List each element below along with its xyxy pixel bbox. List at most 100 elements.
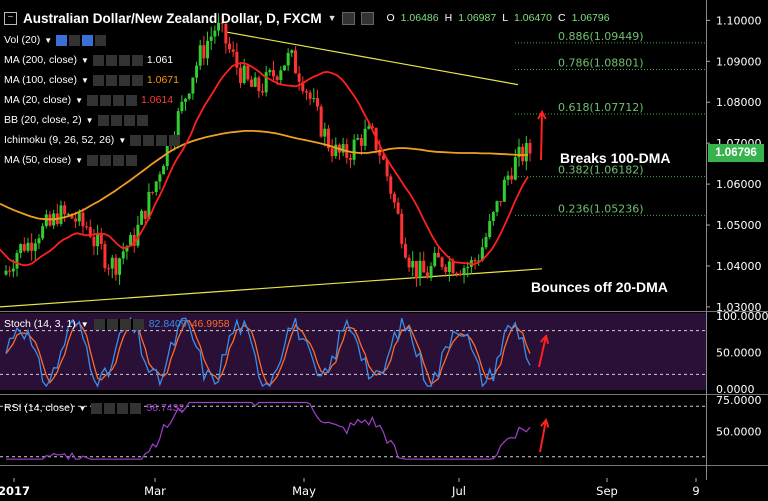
candle-body (250, 79, 254, 87)
candle-body (473, 260, 477, 262)
price-tick-label: 1.03000 (716, 301, 762, 314)
rsi-label[interactable]: RSI (14, close) (4, 402, 74, 414)
candle-body (425, 272, 429, 279)
candle-body (253, 77, 257, 87)
chevron-down-icon[interactable]: ▼ (80, 75, 89, 85)
chevron-down-icon[interactable]: ▼ (75, 155, 84, 165)
candle-body (202, 45, 206, 59)
settings-icon[interactable] (342, 11, 356, 25)
time-tick-label: 2017 (0, 484, 30, 498)
candle-body (524, 143, 528, 162)
ohlc-high-value: 1.06987 (458, 12, 497, 24)
fib-level-label: 0.382(1.06182) (558, 164, 644, 177)
candle-body (81, 212, 85, 227)
candle-body (224, 23, 228, 44)
candle-body (88, 227, 92, 237)
candle-body (143, 210, 147, 219)
candle-body (517, 146, 521, 158)
ohlc-high-key: H (444, 12, 453, 24)
indicator-row[interactable]: Vol (20) ▼ (4, 30, 244, 50)
candle-body (147, 191, 151, 219)
indicator-controls-icon[interactable] (93, 318, 144, 330)
candle-body (513, 157, 517, 180)
chevron-down-icon[interactable]: ▼ (80, 319, 89, 329)
candle-body (455, 273, 459, 275)
candle-body (264, 72, 268, 93)
rsi-axis-label: 75.0000 (716, 394, 762, 407)
candle-body (125, 246, 129, 252)
time-tick-label: Mar (144, 484, 166, 498)
candle-body (239, 67, 243, 83)
indicator-controls-icon[interactable] (92, 54, 143, 66)
candle-body (136, 224, 140, 246)
candle-body (352, 139, 356, 160)
candle-body (44, 214, 48, 227)
candle-body (213, 30, 217, 37)
indicator-legend: Vol (20) ▼ MA (200, close) ▼ 1.061 MA (1… (4, 30, 244, 170)
candle-body (228, 43, 232, 50)
chevron-down-icon[interactable]: ▼ (75, 95, 84, 105)
candle-body (114, 257, 118, 275)
collapse-icon[interactable]: − (4, 11, 17, 25)
ma100-line (0, 129, 528, 221)
candle-body (359, 138, 363, 146)
indicator-row[interactable]: MA (100, close) ▼ 1.0671 (4, 70, 244, 90)
candle-body (484, 236, 488, 248)
candle-body (282, 65, 286, 71)
chevron-down-icon[interactable]: ▼ (78, 403, 87, 413)
price-tick-label: 1.05000 (716, 219, 762, 232)
indicator-controls-icon[interactable] (87, 94, 138, 106)
rsi-value: 56.7432 (146, 402, 185, 414)
candle-body (381, 155, 385, 160)
candle-body (495, 201, 499, 213)
fib-level-label: 0.236(1.05236) (558, 202, 644, 215)
candle-body (41, 226, 45, 239)
chevron-down-icon[interactable]: ▼ (327, 13, 337, 23)
candle-body (330, 148, 334, 157)
hide-icon[interactable] (361, 11, 375, 25)
stoch-axis-label: 0.0000 (716, 383, 755, 396)
indicator-controls-icon[interactable] (130, 134, 181, 146)
candle-body (279, 70, 283, 81)
chevron-down-icon[interactable]: ▼ (85, 115, 94, 125)
indicator-row[interactable]: BB (20, close, 2) ▼ (4, 110, 244, 130)
indicator-row[interactable]: Ichimoku (9, 26, 52, 26) ▼ (4, 130, 244, 150)
candle-body (30, 242, 34, 251)
stoch-d-line (5, 320, 531, 387)
indicator-controls-icon[interactable] (91, 402, 142, 414)
price-tick-label: 1.08000 (716, 96, 762, 109)
symbol-title[interactable]: Australian Dollar/New Zealand Dollar, D,… (23, 10, 322, 26)
indicator-row[interactable]: MA (50, close) ▼ (4, 150, 244, 170)
candle-body (293, 50, 297, 74)
candle-body (385, 159, 389, 177)
current-price-badge: 1.06796 (708, 144, 764, 162)
indicator-row[interactable]: MA (20, close) ▼ 1.0614 (4, 90, 244, 110)
candle-body (235, 51, 239, 68)
time-tick-label: Jul (451, 484, 466, 498)
chevron-down-icon[interactable]: ▼ (118, 135, 127, 145)
price-tick-label: 1.09000 (716, 55, 762, 68)
indicator-controls-icon[interactable] (87, 154, 138, 166)
indicator-row[interactable]: MA (200, close) ▼ 1.061 (4, 50, 244, 70)
indicator-controls-icon[interactable] (92, 74, 143, 86)
candle-body (158, 174, 162, 182)
candle-body (129, 234, 133, 247)
indicator-label: BB (20, close, 2) (4, 114, 82, 126)
chevron-down-icon[interactable]: ▼ (80, 55, 89, 65)
stoch-legend: Stoch (14, 3, 1) ▼ 82.8409 46.9958 (4, 318, 230, 330)
stoch-label[interactable]: Stoch (14, 3, 1) (4, 318, 76, 330)
candle-body (422, 260, 426, 273)
indicator-label: MA (200, close) (4, 54, 77, 66)
chevron-down-icon[interactable]: ▼ (44, 35, 53, 45)
candle-body (220, 22, 224, 24)
candle-body (96, 234, 100, 247)
stoch-k-line (5, 316, 531, 388)
indicator-controls-icon[interactable] (97, 114, 148, 126)
candle-body (304, 91, 308, 93)
candle-body (488, 221, 492, 237)
candle-body (217, 22, 221, 31)
candle-body (392, 193, 396, 203)
annotation-breaks-100dma: Breaks 100-DMA (560, 150, 671, 166)
indicator-controls-icon[interactable] (56, 34, 107, 46)
